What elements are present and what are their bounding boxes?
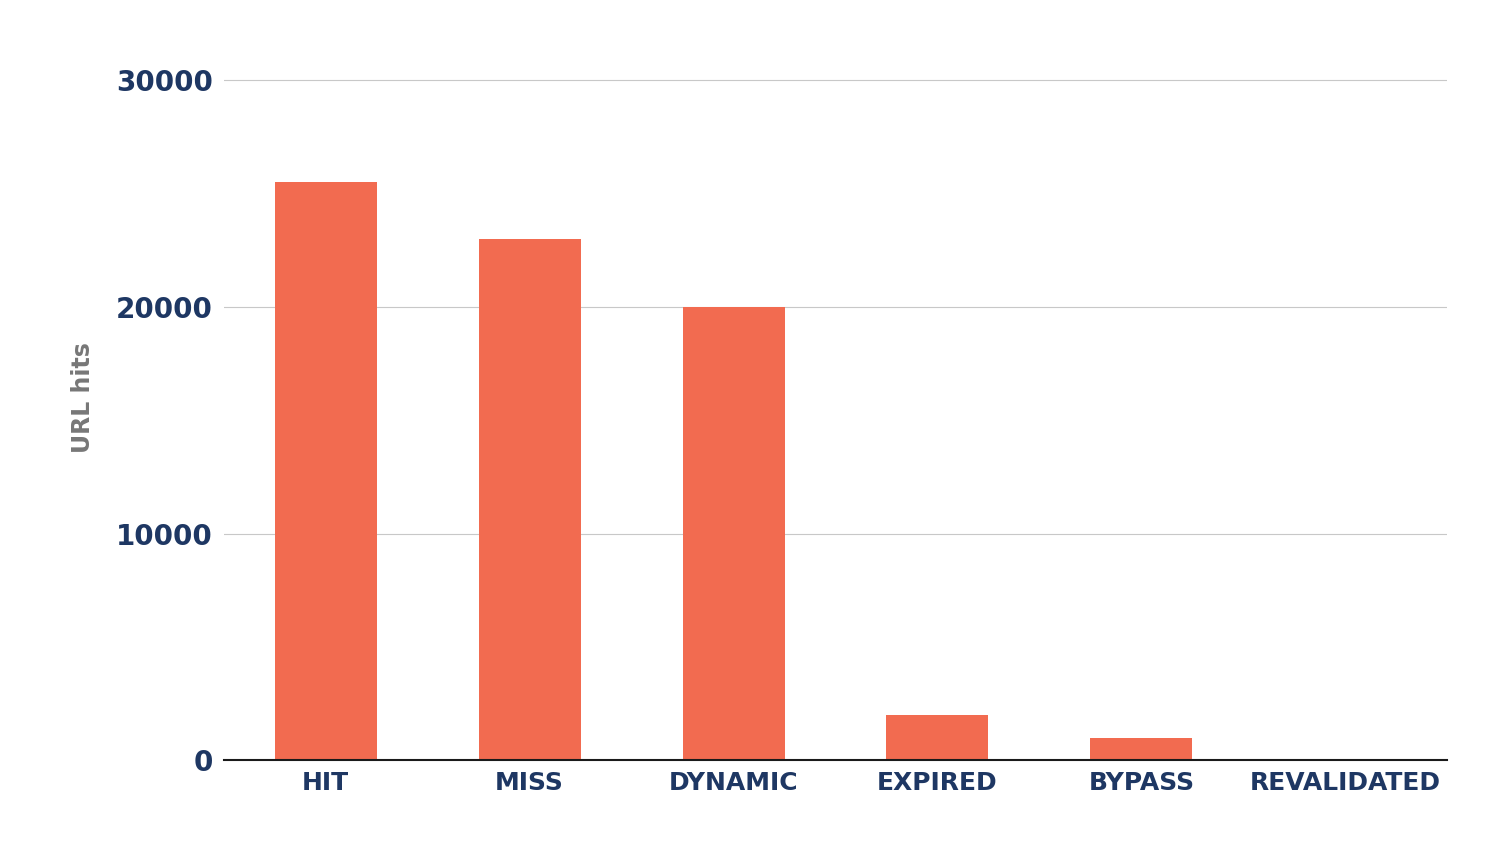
- Bar: [1091, 738, 1192, 760]
- Bar: [275, 182, 376, 760]
- Bar: [682, 307, 785, 760]
- Bar: [479, 238, 580, 760]
- Bar: [1294, 759, 1397, 760]
- Y-axis label: URL hits: URL hits: [72, 342, 95, 453]
- Bar: [886, 715, 989, 760]
